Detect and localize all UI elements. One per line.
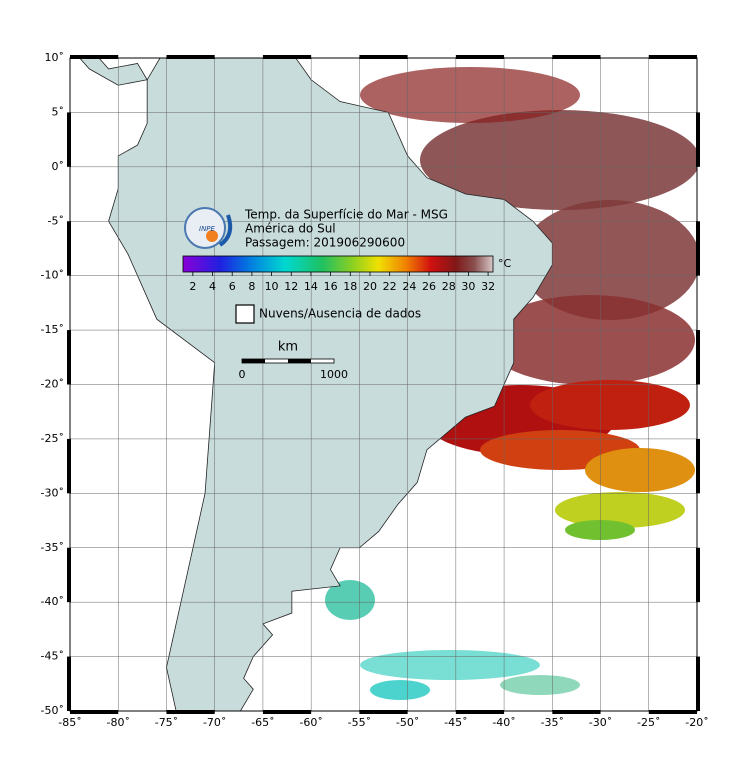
y-tick-label: -15˚ bbox=[41, 323, 64, 336]
x-tick-label: -55˚ bbox=[348, 716, 371, 729]
colorbar-tick-label: 4 bbox=[209, 280, 216, 293]
frame-band bbox=[166, 710, 215, 714]
y-tick-label: 0˚ bbox=[52, 160, 65, 173]
central-america bbox=[79, 58, 148, 86]
colorbar-tick-label: 6 bbox=[229, 280, 236, 293]
frame-band bbox=[552, 55, 601, 59]
frame-band bbox=[696, 656, 700, 711]
scale-bar-segment bbox=[288, 359, 311, 363]
x-tick-label: -35˚ bbox=[541, 716, 564, 729]
x-tick-label: -75˚ bbox=[155, 716, 178, 729]
frame-band bbox=[67, 221, 71, 276]
title-line: Temp. da Superfície do Mar - MSG bbox=[244, 208, 448, 222]
y-tick-label: -10˚ bbox=[41, 269, 64, 282]
x-tick-label: -30˚ bbox=[589, 716, 612, 729]
y-tick-label: -40˚ bbox=[41, 595, 64, 608]
y-tick-label: -20˚ bbox=[41, 378, 64, 391]
x-tick-label: -70˚ bbox=[203, 716, 226, 729]
info-box: INPE Temp. da Superfície do Mar - MSG Am… bbox=[182, 207, 512, 381]
frame-band bbox=[648, 710, 697, 714]
frame-band bbox=[359, 55, 408, 59]
colorbar-tick-label: 32 bbox=[481, 280, 495, 293]
y-tick-label: 5˚ bbox=[52, 105, 65, 118]
colorbar-tick-label: 28 bbox=[442, 280, 456, 293]
colorbar-unit: °C bbox=[498, 257, 512, 270]
legend-label: Nuvens/Ausencia de dados bbox=[259, 307, 421, 321]
y-tick-label: -50˚ bbox=[41, 704, 64, 717]
x-tick-label: -45˚ bbox=[444, 716, 467, 729]
frame-band bbox=[696, 438, 700, 494]
title-line: América do Sul bbox=[245, 222, 336, 236]
x-tick-label: -50˚ bbox=[396, 716, 419, 729]
colorbar-tick-label: 20 bbox=[363, 280, 377, 293]
frame-band bbox=[67, 656, 71, 711]
x-tick-label: -25˚ bbox=[637, 716, 660, 729]
colorbar-tick-label: 8 bbox=[248, 280, 255, 293]
x-tick-label: -20˚ bbox=[685, 716, 708, 729]
frame-band bbox=[262, 710, 312, 714]
x-tick-label: -80˚ bbox=[106, 716, 129, 729]
frame-band bbox=[70, 55, 119, 59]
y-tick-label: -35˚ bbox=[41, 541, 64, 554]
frame-band bbox=[166, 55, 215, 59]
logo-arrow bbox=[218, 214, 233, 247]
title-line: Passagem: 201906290600 bbox=[245, 236, 405, 250]
colorbar-tick-label: 30 bbox=[461, 280, 475, 293]
colorbar-tick-label: 2 bbox=[189, 280, 196, 293]
frame-band bbox=[67, 330, 71, 385]
colorbar-tick-label: 14 bbox=[304, 280, 318, 293]
y-tick-label: -25˚ bbox=[41, 432, 64, 445]
colorbar-tick-label: 24 bbox=[402, 280, 416, 293]
frame-band bbox=[552, 710, 601, 714]
y-tick-label: -45˚ bbox=[41, 650, 64, 663]
y-tick-label: 10˚ bbox=[45, 51, 65, 64]
logo-text: INPE bbox=[199, 225, 216, 233]
colorbar-tick-label: 12 bbox=[284, 280, 298, 293]
scale-start: 0 bbox=[239, 368, 246, 381]
y-tick-label: -5˚ bbox=[48, 214, 64, 227]
frame-band bbox=[455, 55, 505, 59]
colorbar-tick-label: 22 bbox=[383, 280, 397, 293]
legend-swatch bbox=[235, 304, 255, 324]
x-tick-label: -85˚ bbox=[58, 716, 81, 729]
frame-band bbox=[359, 710, 408, 714]
scale-end: 1000 bbox=[320, 368, 348, 381]
colorbar-tick-label: 26 bbox=[422, 280, 436, 293]
frame-band bbox=[67, 547, 71, 603]
frame-band bbox=[67, 112, 71, 167]
frame-band bbox=[455, 710, 505, 714]
map-body bbox=[70, 58, 697, 711]
logo-sun bbox=[206, 230, 218, 242]
y-tick-label: -30˚ bbox=[41, 486, 64, 499]
x-tick-label: -65˚ bbox=[251, 716, 274, 729]
colorbar-tick-label: 18 bbox=[343, 280, 357, 293]
colorbar-tick-label: 10 bbox=[265, 280, 279, 293]
x-tick-label: -60˚ bbox=[299, 716, 322, 729]
colorbar-tick-label: 16 bbox=[324, 280, 338, 293]
scale-bar-segment bbox=[242, 359, 265, 363]
x-tick-label: -40˚ bbox=[492, 716, 515, 729]
frame-band bbox=[262, 55, 312, 59]
colorbar bbox=[182, 255, 494, 273]
frame-band bbox=[696, 547, 700, 603]
frame-band bbox=[696, 112, 700, 167]
frame-band bbox=[70, 710, 119, 714]
scale-unit: km bbox=[278, 340, 298, 355]
frame-band bbox=[648, 55, 697, 59]
frame-band bbox=[696, 330, 700, 385]
frame-band bbox=[67, 438, 71, 494]
frame-band bbox=[696, 221, 700, 276]
